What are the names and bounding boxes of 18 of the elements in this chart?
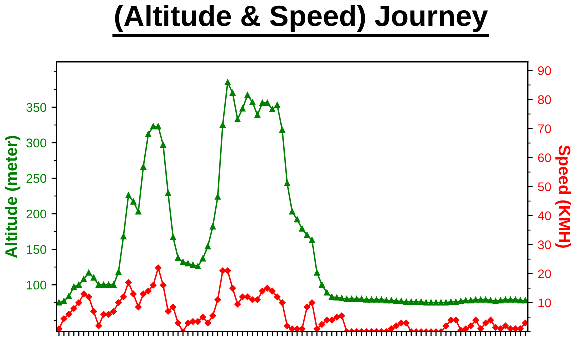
y2-axis-title: Speed (KMH)	[556, 146, 572, 248]
y-tick-label: 200	[26, 210, 47, 219]
y-axis-title: Altitude (meter)	[5, 136, 21, 258]
y2-tick-label: 10	[538, 298, 552, 308]
y2-tick-label: 70	[538, 124, 552, 134]
y-tick-label: 300	[26, 138, 47, 148]
chart-title: (Altitude & Speed) Journey	[115, 5, 488, 32]
y-tick-label: 350	[26, 103, 47, 112]
y-tick-label: 100	[27, 280, 47, 290]
y2-tick-label: 30	[538, 240, 552, 250]
y2-tick-label: 50	[538, 182, 552, 192]
y2-tick-label: 60	[538, 154, 552, 162]
y2-tick-label: 40	[538, 212, 552, 220]
y2-tick-label: 80	[538, 96, 552, 104]
y-tick-label: 250	[26, 174, 47, 184]
y2-tick-label: 20	[538, 270, 552, 279]
y2-tick-label: 90	[538, 66, 552, 76]
y-tick-label: 150	[27, 245, 47, 254]
